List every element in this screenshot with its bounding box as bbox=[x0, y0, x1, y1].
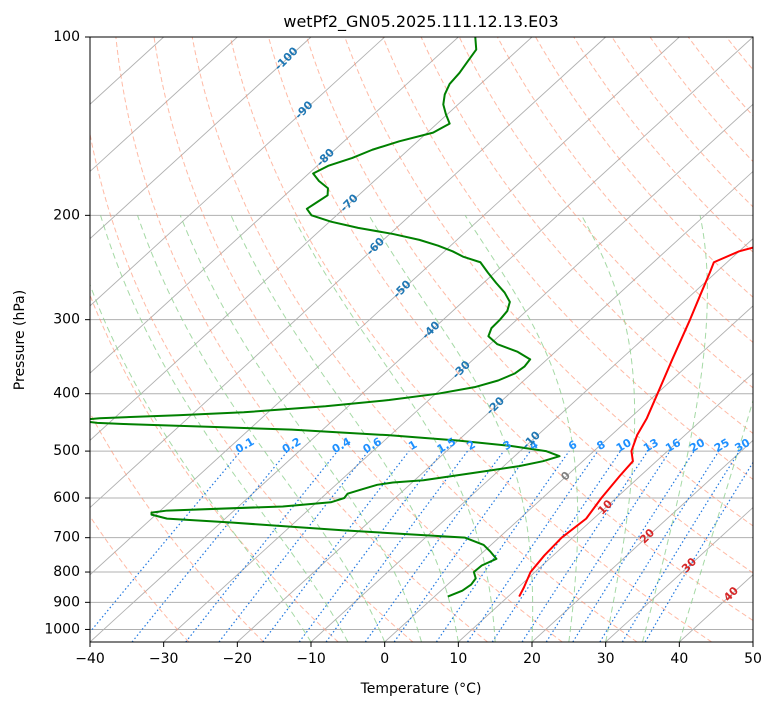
x-tick-label: −20 bbox=[223, 651, 253, 667]
dry-adiabat-line bbox=[191, 37, 638, 642]
isotherm-line bbox=[90, 37, 385, 307]
isotherm-line bbox=[90, 37, 312, 240]
mixing-ratio-line bbox=[218, 450, 369, 642]
dry-adiabat-line bbox=[268, 37, 753, 622]
mixing-ratio-line bbox=[185, 450, 339, 642]
dry-adiabat-line bbox=[115, 37, 488, 642]
y-axis-label: Pressure (hPa) bbox=[12, 290, 28, 390]
x-tick-label: 0 bbox=[380, 651, 389, 667]
x-tick-label: 40 bbox=[670, 651, 688, 667]
isotherm-line bbox=[90, 37, 459, 374]
moist-adiabat-line bbox=[100, 215, 349, 642]
moist-adiabat-line bbox=[464, 215, 579, 642]
isotherm-line bbox=[90, 37, 533, 441]
mixing-ratio-line bbox=[572, 450, 695, 642]
mixing-ratio-line bbox=[644, 461, 753, 642]
y-tick-label: 1000 bbox=[44, 621, 80, 637]
plot-frame bbox=[89, 36, 754, 643]
dry-adiabat-line bbox=[382, 37, 753, 481]
dewpoint-line bbox=[90, 37, 561, 598]
dry-adiabat-line bbox=[229, 37, 712, 642]
sounding-profiles bbox=[90, 37, 753, 598]
dry-adiabat-line bbox=[535, 37, 753, 298]
x-tick-label: −10 bbox=[296, 651, 326, 667]
mixing-ratio-line bbox=[364, 450, 505, 642]
isotherm-line bbox=[90, 37, 238, 173]
dry-adiabat-line bbox=[649, 37, 753, 163]
moist-adiabat-line bbox=[368, 215, 534, 642]
y-tick-label: 800 bbox=[53, 564, 80, 580]
isotherm-line bbox=[531, 439, 753, 642]
isotherm-line bbox=[90, 37, 680, 576]
mixing-ratio-line bbox=[90, 450, 242, 634]
moist-adiabat-line bbox=[642, 215, 708, 642]
x-tick-label: 10 bbox=[449, 651, 467, 667]
moist-adiabat-line bbox=[581, 215, 636, 642]
isotherm-line bbox=[90, 37, 606, 509]
isotherm-line bbox=[90, 37, 753, 642]
y-tick-label: 700 bbox=[53, 530, 80, 546]
mixing-ratio-line bbox=[545, 450, 671, 642]
dry-adiabat-line bbox=[496, 37, 753, 344]
x-tick-label: −40 bbox=[75, 651, 105, 667]
y-tick-label: 200 bbox=[53, 207, 80, 223]
chart-title: wetPf2_GN05.2025.111.12.13.E03 bbox=[283, 12, 558, 32]
y-tick-label: 500 bbox=[53, 443, 80, 459]
isotherm-line bbox=[237, 170, 753, 642]
mixing-ratio-line bbox=[131, 450, 289, 642]
mixing-ratio-line bbox=[467, 450, 599, 642]
dry-adiabat-line bbox=[90, 515, 190, 642]
isotherm-line bbox=[458, 372, 753, 642]
x-tick-label: −30 bbox=[149, 651, 179, 667]
y-axis: 100 200 300 400 500 600 700 800 900 1000 bbox=[44, 29, 90, 637]
dry-adiabat-line bbox=[344, 37, 753, 527]
dry-adiabat-line bbox=[420, 37, 753, 435]
x-tick-label: 30 bbox=[597, 651, 615, 667]
y-tick-label: 400 bbox=[53, 386, 80, 402]
x-tick-label: 20 bbox=[523, 651, 541, 667]
temperature-line bbox=[518, 246, 753, 598]
moist-adiabat-line bbox=[230, 215, 459, 642]
moist-adiabat-line bbox=[137, 215, 386, 642]
dry-adiabat-line bbox=[458, 37, 753, 389]
x-tick-label: 50 bbox=[744, 651, 762, 667]
background-lines bbox=[90, 37, 753, 642]
x-axis-label: Temperature (°C) bbox=[360, 681, 482, 697]
x-axis: −40 −30 −20 −10 0 10 20 30 40 50 bbox=[75, 642, 762, 667]
isotherm-line bbox=[605, 506, 753, 642]
y-tick-label: 600 bbox=[53, 490, 80, 506]
mixing-ratio-line bbox=[621, 450, 740, 642]
y-tick-label: 300 bbox=[53, 312, 80, 328]
dry-adiabat-line bbox=[90, 131, 414, 642]
y-tick-label: 900 bbox=[53, 594, 80, 610]
mixing-ratio-line bbox=[599, 450, 720, 642]
y-tick-label: 100 bbox=[53, 29, 80, 45]
dry-adiabat-line bbox=[611, 37, 753, 208]
isotherm-line bbox=[384, 305, 753, 642]
isotherm-line bbox=[163, 103, 753, 642]
mixing-ratio-line bbox=[393, 450, 531, 642]
dry-adiabat-line bbox=[306, 37, 753, 574]
